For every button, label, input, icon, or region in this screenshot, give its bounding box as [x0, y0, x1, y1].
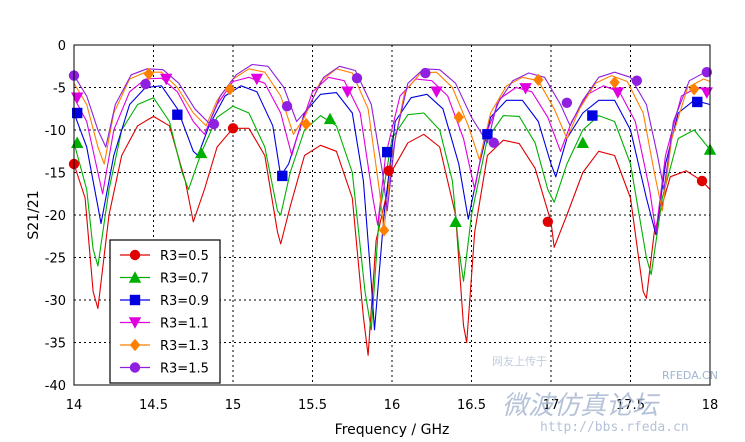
y-tick-label: -30 — [45, 294, 66, 309]
series-5-marker — [300, 117, 312, 131]
series-5-marker — [609, 76, 620, 89]
series-1-marker — [227, 123, 239, 134]
series-6-marker — [281, 101, 293, 112]
watermark: 网友上传于 RFEDA.CN 微波仿真论坛 http://bbs.rfeda.c… — [492, 354, 718, 435]
y-tick-label: -15 — [45, 167, 66, 182]
watermark-upload-text: 网友上传于 — [492, 354, 547, 368]
series-3-marker — [692, 96, 703, 108]
series-2-marker — [449, 215, 462, 227]
series-6-marker — [631, 75, 643, 86]
series-lines — [73, 63, 711, 356]
y-tick-label: -20 — [45, 209, 66, 224]
series-5-marker — [224, 83, 236, 96]
series-2-marker — [195, 146, 208, 159]
series-3-marker — [71, 107, 83, 119]
series-5-marker — [453, 111, 464, 124]
y-tick-label: -10 — [45, 124, 66, 139]
series-6-marker — [561, 97, 573, 109]
series-4-marker — [341, 86, 354, 98]
legend-box — [109, 239, 221, 384]
legend-marker — [129, 362, 141, 373]
plot-area-frame — [73, 44, 711, 386]
series-4-marker — [160, 73, 173, 86]
x-tick-label: 16.5 — [457, 398, 486, 413]
x-tick-label: 14.5 — [139, 398, 168, 413]
x-tick-label: 17.5 — [616, 398, 645, 413]
legend-marker — [128, 271, 142, 283]
y-tick-label: 0 — [58, 39, 66, 54]
series-5-marker — [143, 67, 154, 81]
legend-label: R3=1.5 — [160, 362, 209, 377]
series-4-marker — [611, 87, 624, 99]
series-line-4 — [73, 76, 711, 233]
series-4-marker — [250, 73, 264, 86]
series-1-marker — [383, 165, 395, 176]
axis-ticks: 14 14.5 15 15.5 16 16.5 17 17.5 18 0 -5 -10 -15 -20 -2… — [45, 39, 719, 413]
watermark-logo-text: RFEDA.CN — [662, 369, 718, 382]
x-axis-label: Frequency / GHz — [335, 422, 450, 438]
legend-label: R3=0.5 — [160, 249, 209, 264]
x-tick-label: 15 — [225, 398, 242, 413]
series-line-5 — [73, 68, 711, 231]
y-axis-label: S21/21 — [26, 190, 42, 239]
series-2-marker — [323, 112, 337, 125]
series-3-marker — [277, 170, 288, 182]
y-tick-label: -5 — [53, 82, 66, 97]
series-4-marker — [519, 83, 532, 95]
legend-marker — [129, 294, 141, 306]
series-3-marker — [172, 109, 183, 120]
legend-label: R3=1.3 — [160, 339, 209, 354]
legend-marker — [128, 317, 142, 329]
series-6-marker — [351, 72, 363, 84]
x-tick-label: 17 — [543, 398, 560, 413]
series-5-marker — [533, 73, 544, 87]
x-tick-label: 18 — [702, 398, 719, 413]
legend-marker — [129, 249, 141, 261]
series-6-marker — [420, 67, 431, 79]
series-1-marker — [696, 175, 708, 187]
y-tick-label: -40 — [45, 379, 66, 394]
series-5-marker — [688, 83, 700, 96]
series-5-marker — [378, 224, 390, 237]
series-6-marker — [488, 137, 499, 148]
series-4-marker — [430, 86, 443, 98]
series-6-marker — [701, 67, 713, 78]
legend-label: R3=1.1 — [160, 317, 209, 332]
legend-marker — [129, 338, 141, 352]
series-6-marker — [140, 78, 151, 90]
series-1-marker — [542, 216, 554, 227]
x-tick-label: 16 — [384, 398, 401, 413]
y-tick-label: -25 — [45, 252, 66, 267]
series-6-marker — [208, 118, 220, 130]
x-tick-label: 15.5 — [298, 398, 327, 413]
watermark-url: http://bbs.rfeda.cn — [540, 420, 689, 435]
watermark-forum-name: 微波仿真论坛 — [502, 391, 661, 421]
legend-label: R3=0.9 — [160, 294, 209, 309]
series-2-marker — [576, 136, 589, 148]
series-3-marker — [587, 110, 598, 121]
series-3-marker — [482, 129, 493, 140]
legend-label: R3=0.7 — [160, 272, 209, 287]
series-markers — [68, 67, 717, 237]
legend: R3=0.5 R3=0.7 R3=0.9 R3=1.1 R3=1.3 R3=1.5 — [109, 239, 221, 384]
x-tick-label: 14 — [66, 398, 83, 413]
y-tick-label: -35 — [45, 337, 66, 352]
series-3-marker — [382, 146, 393, 158]
